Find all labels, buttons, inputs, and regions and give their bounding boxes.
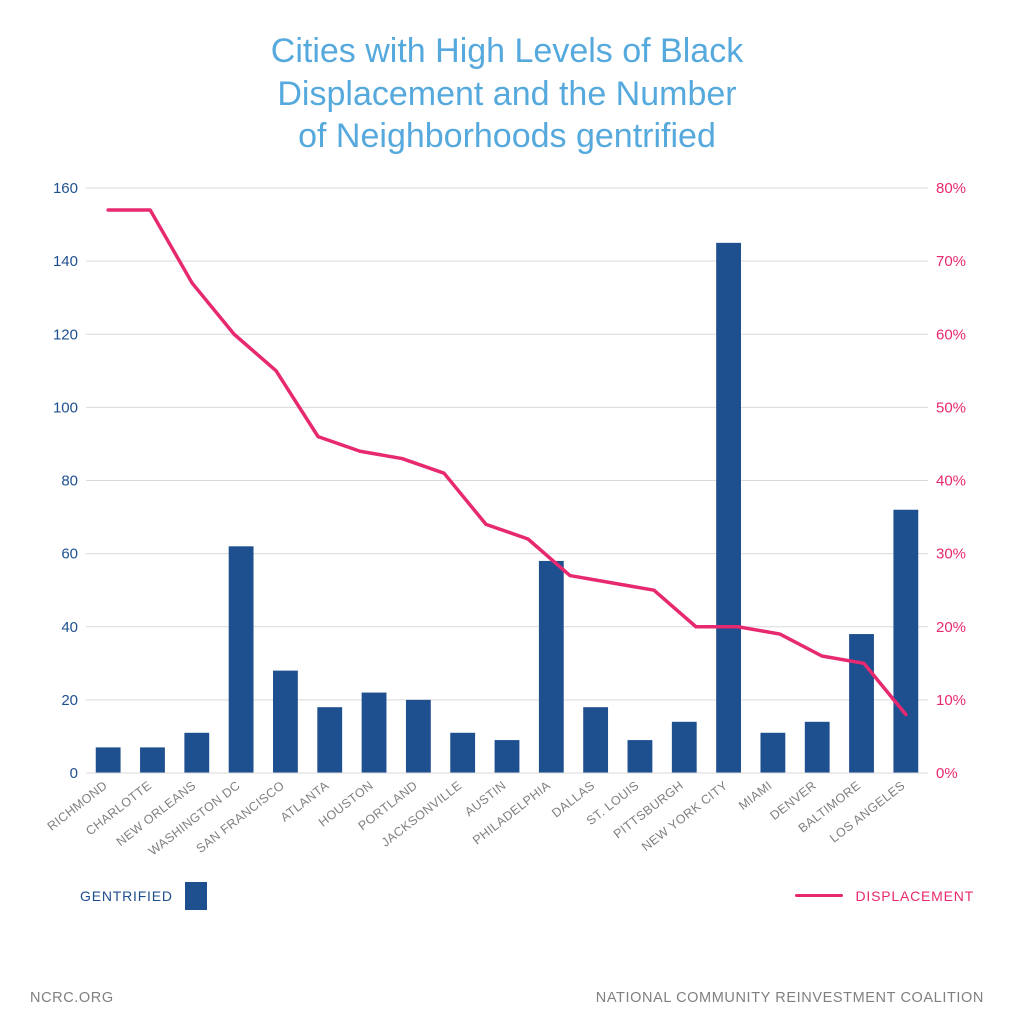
left-axis-tick-label: 160 xyxy=(53,180,78,197)
legend-displacement-label: DISPLACEMENT xyxy=(855,888,974,904)
left-axis-tick-label: 60 xyxy=(61,545,78,562)
right-axis-tick-label: 40% xyxy=(936,472,966,489)
chart-container: 0 20 40 60 80 100 120 140 160 0% 10% 20% 30% 40% 50% 60… xyxy=(30,178,984,878)
right-axis-tick-label: 70% xyxy=(936,253,966,270)
legend-displacement: DISPLACEMENT xyxy=(795,888,974,904)
bar xyxy=(362,692,387,772)
right-axis-tick-label: 30% xyxy=(936,545,966,562)
bar xyxy=(450,732,475,772)
category-label: JACKSONVILLE xyxy=(379,778,465,849)
category-label: LOS ANGELES xyxy=(827,778,908,845)
footer-right: NATIONAL COMMUNITY REINVESTMENT COALITIO… xyxy=(596,990,984,1006)
right-axis-tick-label: 80% xyxy=(936,180,966,197)
title-line-2: Displacement and the Number xyxy=(107,73,907,116)
category-label-group: PHILADELPHIA xyxy=(470,778,553,847)
bar xyxy=(760,732,785,772)
category-label-group: MIAMI xyxy=(736,778,775,812)
bar xyxy=(628,740,653,773)
right-axis-tick-label: 10% xyxy=(936,691,966,708)
bar xyxy=(273,670,298,772)
bar xyxy=(849,634,874,773)
bar xyxy=(716,242,741,772)
left-axis-tick-label: 120 xyxy=(53,326,78,343)
right-axis-tick-label: 20% xyxy=(936,618,966,635)
category-label-group: JACKSONVILLE xyxy=(379,778,465,849)
bar xyxy=(317,707,342,773)
category-label: PHILADELPHIA xyxy=(470,778,553,847)
bar xyxy=(140,747,165,773)
bar xyxy=(495,740,520,773)
left-axis-tick-label: 140 xyxy=(53,253,78,270)
right-axis-tick-label: 60% xyxy=(936,326,966,343)
right-axis-tick-label: 50% xyxy=(936,399,966,416)
left-axis-tick-label: 80 xyxy=(61,472,78,489)
left-axis-tick-label: 20 xyxy=(61,691,78,708)
chart-svg: 0 20 40 60 80 100 120 140 160 0% 10% 20% 30% 40% 50% 60… xyxy=(30,178,984,878)
bar xyxy=(805,721,830,772)
category-label-group: LOS ANGELES xyxy=(827,778,908,845)
title-line-1: Cities with High Levels of Black xyxy=(107,30,907,73)
legend-gentrified-label: GENTRIFIED xyxy=(80,888,173,904)
bar xyxy=(184,732,209,772)
footer: NCRC.ORG NATIONAL COMMUNITY REINVESTMENT… xyxy=(30,990,984,1006)
bar xyxy=(539,560,564,772)
bar xyxy=(583,707,608,773)
legend: GENTRIFIED DISPLACEMENT xyxy=(30,882,984,910)
displacement-line xyxy=(108,209,906,714)
bar xyxy=(96,747,121,773)
legend-bar-swatch xyxy=(185,882,207,910)
left-axis-tick-label: 100 xyxy=(53,399,78,416)
bar xyxy=(229,546,254,773)
bar xyxy=(672,721,697,772)
right-axis-tick-label: 0% xyxy=(936,765,958,782)
legend-gentrified: GENTRIFIED xyxy=(80,882,207,910)
left-axis-tick-label: 40 xyxy=(61,618,78,635)
legend-line-swatch xyxy=(795,894,843,898)
footer-left: NCRC.ORG xyxy=(30,990,114,1006)
bar xyxy=(406,699,431,772)
bar xyxy=(893,509,918,772)
category-label: MIAMI xyxy=(736,778,775,812)
chart-title: Cities with High Levels of Black Displac… xyxy=(107,30,907,158)
title-line-3: of Neighborhoods gentrified xyxy=(107,115,907,158)
left-axis-tick-label: 0 xyxy=(70,765,78,782)
